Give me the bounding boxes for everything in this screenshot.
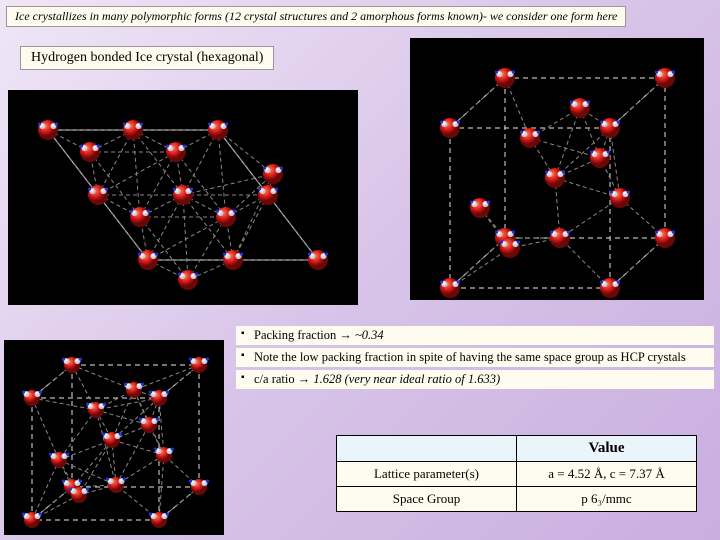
table-header-value: Value — [517, 436, 697, 462]
bullet-item: Packing fraction → ~0.34 — [236, 326, 714, 345]
table-row: Space Group p 6₃/mmc — [337, 487, 697, 512]
subtitle-text: Hydrogen bonded Ice crystal (hexagonal) — [31, 50, 263, 65]
bullet-item: Note the low packing fraction in spite o… — [236, 348, 714, 367]
axis-label: [0001] — [20, 98, 57, 114]
title-text: Ice crystallizes in many polymorphic for… — [15, 9, 617, 23]
subtitle-banner: Hydrogen bonded Ice crystal (hexagonal) — [20, 46, 274, 70]
figure-3d-cell-small — [4, 340, 224, 535]
figure-hex-projection — [8, 90, 358, 305]
parameters-table: Value Lattice parameter(s) a = 4.52 Å, c… — [336, 435, 697, 512]
table-cell-value: p 6₃/mmc — [517, 487, 697, 512]
table-row: Value — [337, 436, 697, 462]
table-cell-label: Lattice parameter(s) — [337, 462, 517, 487]
bullet-item: c/a ratio → 1.628 (very near ideal ratio… — [236, 370, 714, 389]
figure-3d-cell-large — [410, 38, 704, 300]
table-row: Lattice parameter(s) a = 4.52 Å, c = 7.3… — [337, 462, 697, 487]
bullet-list: Packing fraction → ~0.34 Note the low pa… — [236, 326, 714, 392]
table-header-blank — [337, 436, 517, 462]
table-cell-value: a = 4.52 Å, c = 7.37 Å — [517, 462, 697, 487]
title-banner: Ice crystallizes in many polymorphic for… — [6, 6, 626, 27]
table-cell-label: Space Group — [337, 487, 517, 512]
